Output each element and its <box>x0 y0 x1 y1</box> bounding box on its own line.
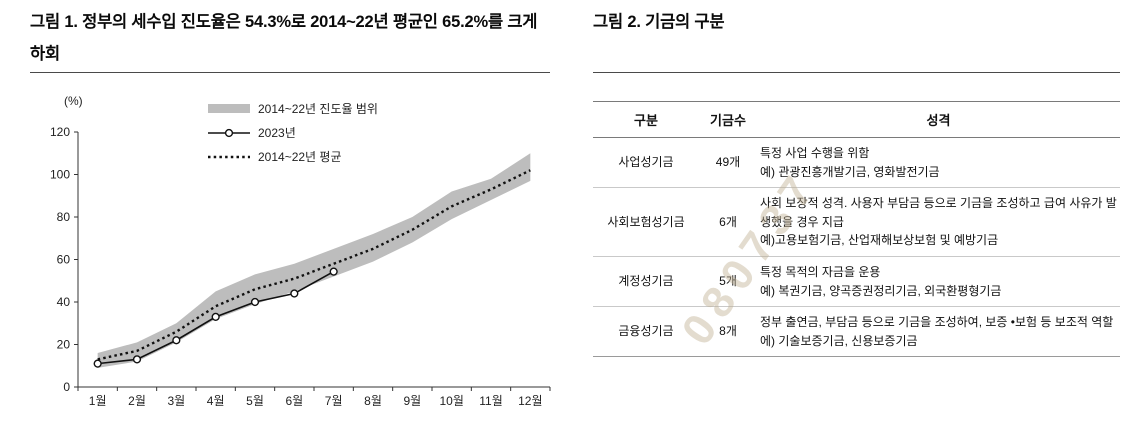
fund-description: 사회 보장적 성격. 사용자 부담금 등으로 기금을 조성하고 급여 사유가 발… <box>757 187 1120 257</box>
legend-swatch-2023-marker <box>224 129 234 138</box>
x-tick-label: 5월 <box>246 394 264 408</box>
legend-label: 2014~22년 평균 <box>258 150 342 164</box>
fund-description: 정부 출연금, 부담금 등으로 기금을 조성하여, 보증 •보험 등 보조적 역… <box>757 306 1120 358</box>
table-row: 사회보험성기금 6개 사회 보장적 성격. 사용자 부담금 등으로 기금을 조성… <box>593 187 1120 257</box>
table-row: 계정성기금 5개 특정 목적의 자금을 운용 예) 복권기금, 양곡증권정리기금… <box>593 256 1120 308</box>
fund-classification-table: 구분 기금수 성격 사업성기금 49개 특정 사업 수행을 위함 예) 관광진흥… <box>593 101 1120 358</box>
y-tick-label: 80 <box>57 210 71 224</box>
fund-category: 사업성기금 <box>593 137 699 189</box>
y-tick-label: 20 <box>57 338 71 352</box>
table-row: 사업성기금 49개 특정 사업 수행을 위함 예) 관광진흥개발기금, 영화발전… <box>593 137 1120 189</box>
series-2023-marker <box>132 355 142 364</box>
series-average-line <box>97 169 531 361</box>
table-row: 금융성기금 8개 정부 출연금, 부담금 등으로 기금을 조성하여, 보증 •보… <box>593 306 1120 358</box>
x-tick-label: 3월 <box>167 394 185 408</box>
x-tick-label: 8월 <box>364 394 382 408</box>
col-header-count: 기금수 <box>699 101 757 138</box>
figure2-panel: 그림 2. 기금의 구분 구분 기금수 성격 사업성기금 49개 특정 사업 수… <box>593 0 1120 358</box>
y-tick-label: 100 <box>50 168 70 182</box>
y-tick-label: 0 <box>63 380 70 394</box>
fund-description: 특정 사업 수행을 위함 예) 관광진흥개발기금, 영화발전기금 <box>757 137 1120 189</box>
series-2023-marker <box>250 298 260 307</box>
fund-count: 6개 <box>699 187 757 257</box>
fund-count: 8개 <box>699 306 757 358</box>
fund-category: 사회보험성기금 <box>593 187 699 257</box>
series-2023-marker <box>329 267 338 277</box>
figure1-divider <box>30 72 550 74</box>
y-tick-label: 60 <box>57 253 71 267</box>
figure1-title: 그림 1. 정부의 세수입 진도율은 54.3%로 2014~22년 평균인 6… <box>30 13 538 64</box>
legend-label: 2014~22년 진도율 범위 <box>258 102 378 116</box>
legend-label: 2023년 <box>258 126 296 140</box>
x-tick-label: 7월 <box>325 394 343 408</box>
x-tick-label: 11월 <box>479 394 503 408</box>
x-tick-label: 6월 <box>285 394 303 408</box>
y-tick-label: 120 <box>50 125 70 139</box>
x-tick-label: 2월 <box>128 394 146 408</box>
x-tick-label: 10월 <box>439 394 463 408</box>
fund-category: 계정성기금 <box>593 256 699 308</box>
y-tick-label: 40 <box>57 295 71 309</box>
tax-progress-rate-chart: 0 20 40 60 80 100 120 1월 2월 3월 4월 5월 6월 7월 8월 9월 10월 11월 1… <box>50 94 551 408</box>
figure2-title: 그림 2. 기금의 구분 <box>593 13 725 31</box>
figure2-divider <box>593 72 1120 73</box>
table-header-row: 구분 기금수 성격 <box>593 101 1120 138</box>
col-header-nature: 성격 <box>757 101 1120 138</box>
fund-count: 5개 <box>699 256 757 308</box>
x-tick-label: 9월 <box>403 394 421 408</box>
series-band-range <box>97 153 531 369</box>
series-2023-marker <box>93 359 102 369</box>
fund-description: 특정 목적의 자금을 운용 예) 복권기금, 양곡증권정리기금, 외국환평형기금 <box>757 256 1120 308</box>
fund-category: 금융성기금 <box>593 306 699 358</box>
x-tick-label: 1월 <box>89 394 107 408</box>
series-2023-marker <box>172 336 181 345</box>
x-tick-label: 12월 <box>518 394 542 408</box>
x-tick-label: 4월 <box>207 394 225 408</box>
fund-count: 49개 <box>699 137 757 189</box>
figure1-panel: 그림 1. 정부의 세수입 진도율은 54.3%로 2014~22년 평균인 6… <box>30 0 551 422</box>
series-2023-marker <box>290 289 299 298</box>
series-2023-marker <box>211 313 220 322</box>
col-header-category: 구분 <box>593 101 699 138</box>
legend-swatch-band <box>208 104 250 114</box>
y-axis-unit-label: (%) <box>64 94 83 108</box>
